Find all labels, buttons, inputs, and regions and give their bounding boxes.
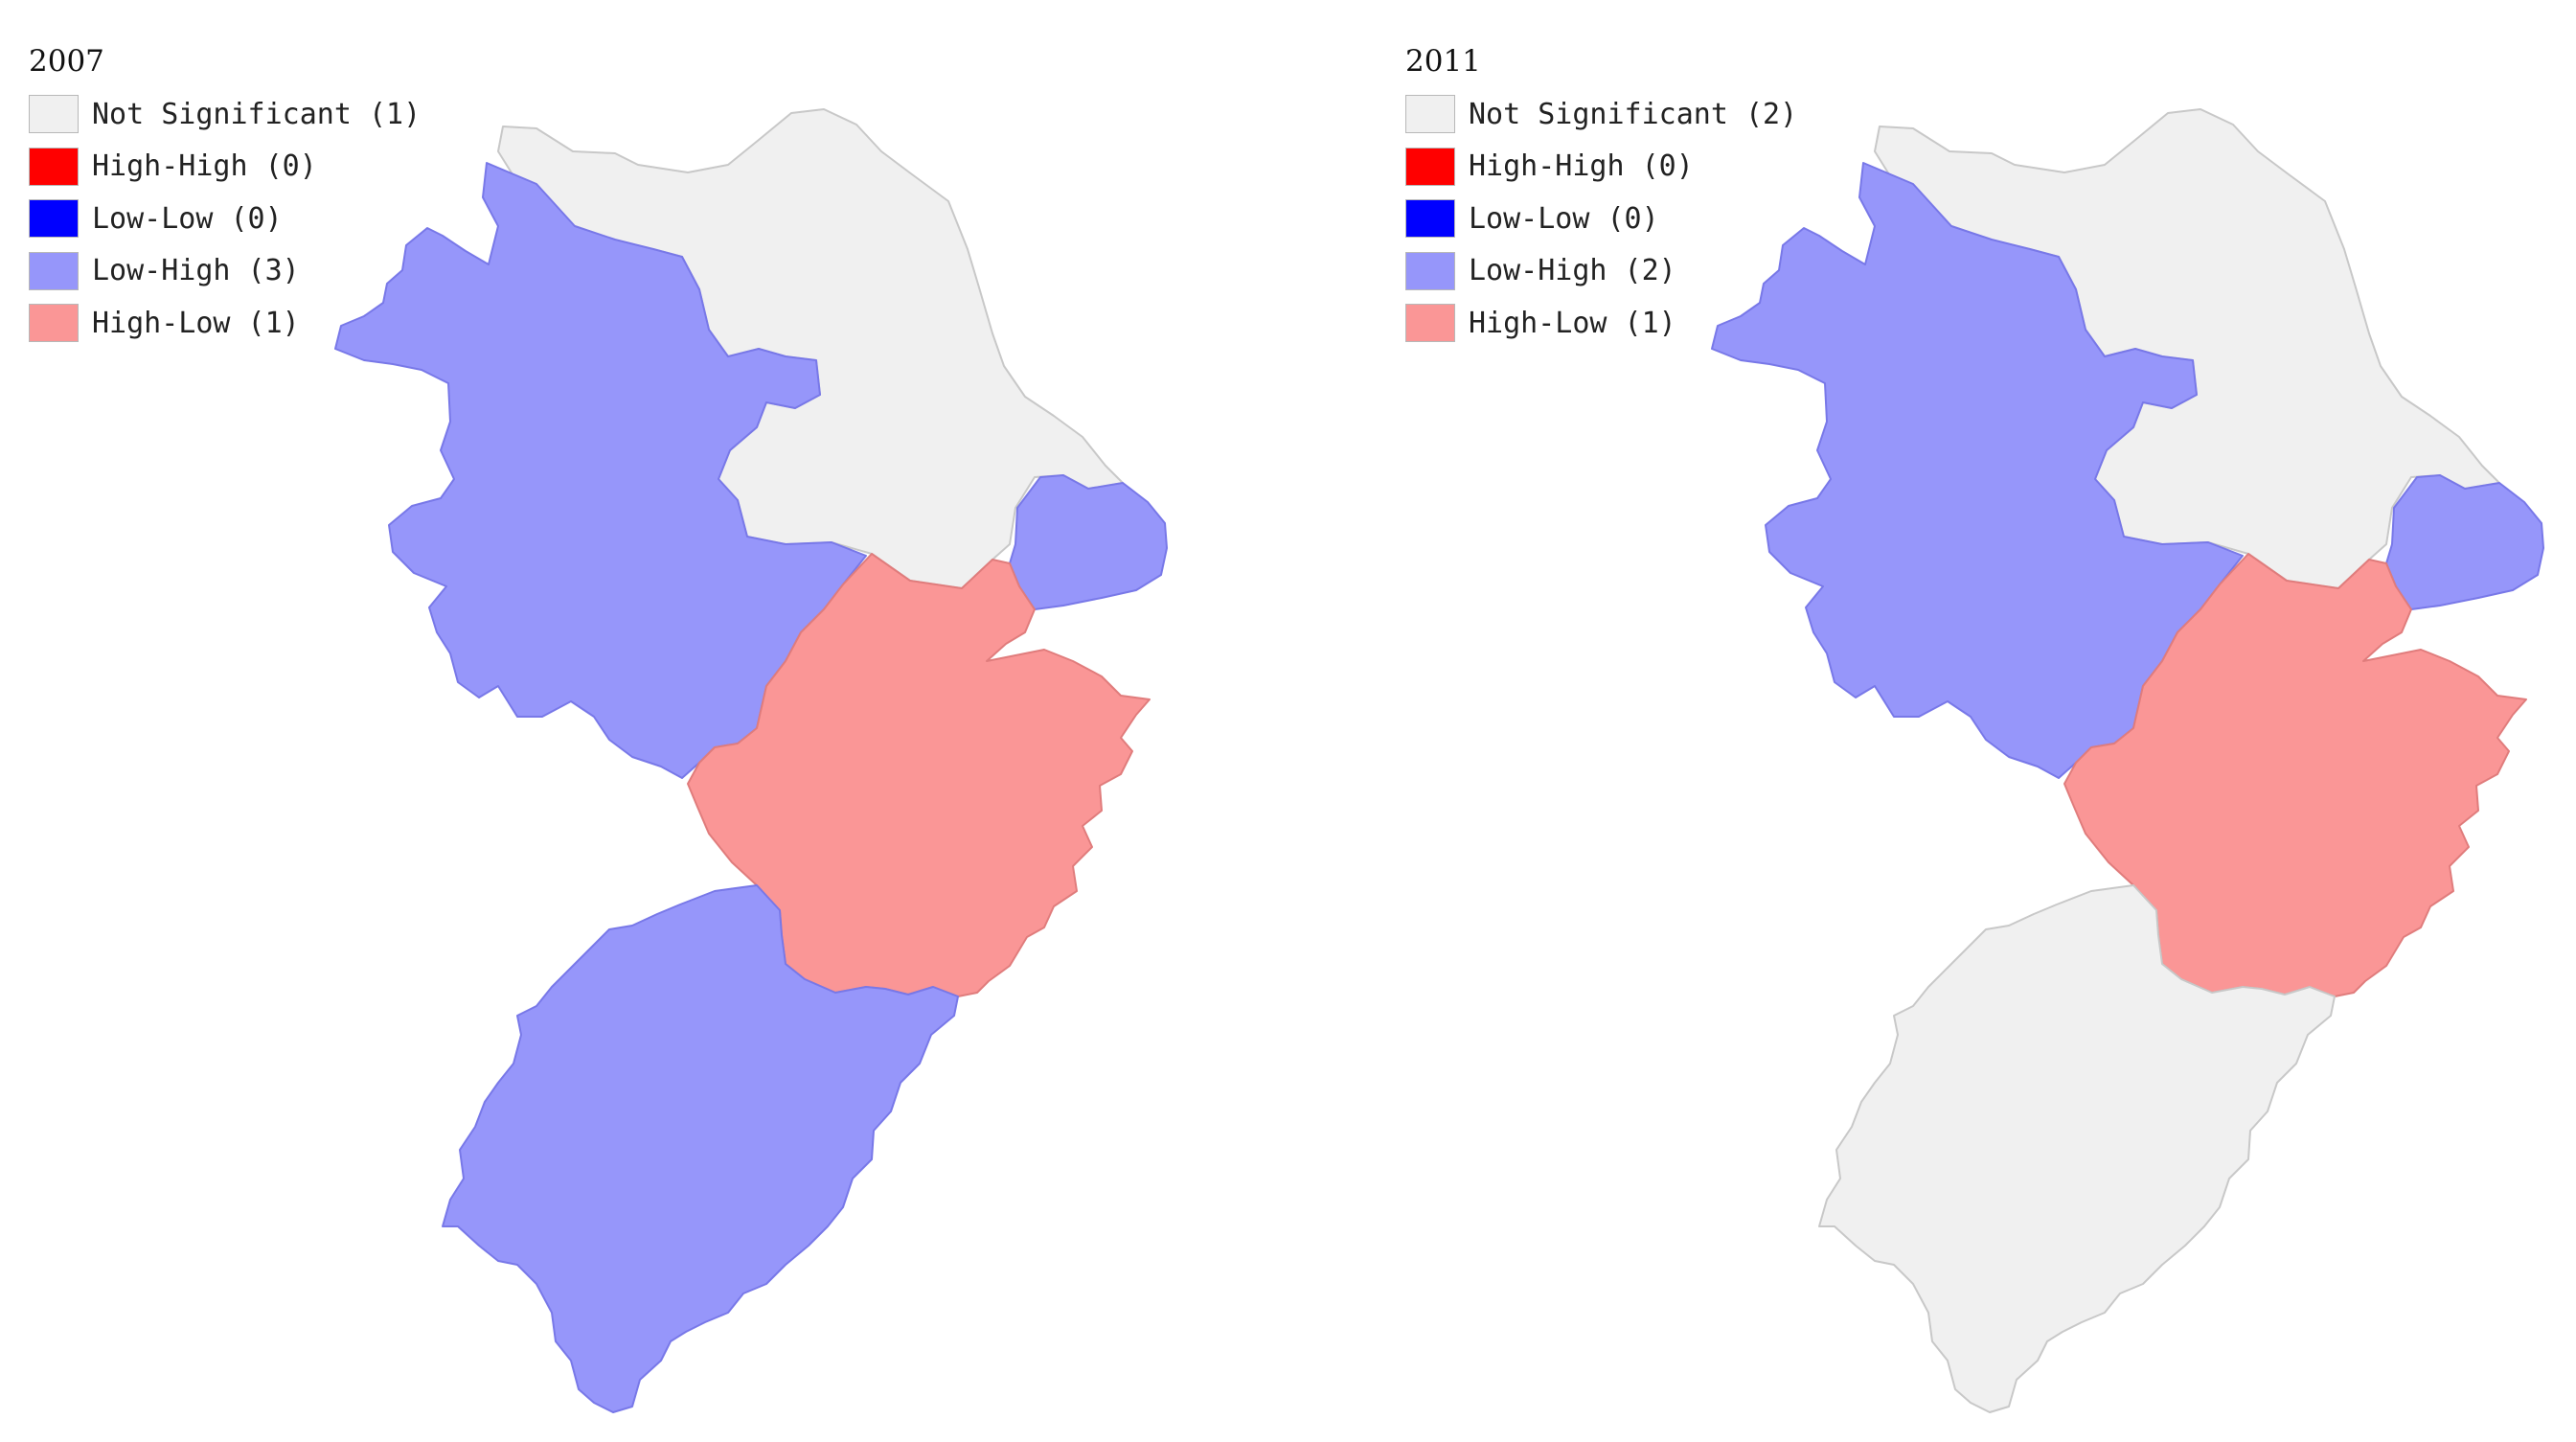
legend-swatch xyxy=(29,304,79,343)
region-south xyxy=(442,884,959,1413)
map-title: 2011 xyxy=(1405,44,1481,79)
map-title: 2007 xyxy=(29,44,104,79)
legend-label: High-High (0) xyxy=(92,149,317,184)
region-south xyxy=(1818,884,2336,1413)
map-panel-2011: 2011 Not Significant (2) High-High (0) L… xyxy=(1377,0,2576,1442)
legend: 2011 Not Significant (2) High-High (0) L… xyxy=(1405,42,1797,350)
legend-label: High-High (0) xyxy=(1469,149,1694,184)
legend-item-low-high: Low-High (2) xyxy=(1405,245,1797,298)
legend-item-high-high: High-High (0) xyxy=(1405,141,1797,194)
legend-item-low-high: Low-High (3) xyxy=(29,245,421,298)
legend-item-not-significant: Not Significant (2) xyxy=(1405,88,1797,141)
region-east xyxy=(1009,474,1168,610)
legend-swatch xyxy=(1405,147,1455,186)
map-2007 xyxy=(334,108,1168,1413)
legend-label: Low-Low (0) xyxy=(1469,201,1659,236)
legend-item-low-low: Low-Low (0) xyxy=(29,193,421,245)
region-center xyxy=(687,553,1151,997)
region-west xyxy=(334,162,867,779)
legend-label: Not Significant (1) xyxy=(92,97,422,131)
legend-swatch xyxy=(29,199,79,239)
legend-item-low-low: Low-Low (0) xyxy=(1405,193,1797,245)
legend-item-high-high: High-High (0) xyxy=(29,141,421,194)
legend-swatch xyxy=(29,147,79,186)
legend-swatch xyxy=(29,251,79,290)
map-panel-2007: 2007 Not Significant (1) High-High (0) L… xyxy=(29,42,1168,1413)
region-east xyxy=(2385,474,2544,610)
map-2011 xyxy=(1711,108,2544,1413)
region-west xyxy=(1711,162,2244,779)
legend-label: High-Low (1) xyxy=(1469,306,1676,340)
legend: 2007 Not Significant (1) High-High (0) L… xyxy=(29,42,421,350)
legend-swatch xyxy=(1405,95,1455,134)
legend-label: Not Significant (2) xyxy=(1469,97,1798,131)
legend-item-high-low: High-Low (1) xyxy=(29,297,421,350)
legend-item-high-low: High-Low (1) xyxy=(1405,297,1797,350)
legend-label: Low-High (3) xyxy=(92,254,300,288)
legend-label: Low-High (2) xyxy=(1469,254,1676,288)
legend-swatch xyxy=(29,95,79,134)
legend-label: Low-Low (0) xyxy=(92,201,283,236)
legend-swatch xyxy=(1405,304,1455,343)
legend-item-not-significant: Not Significant (1) xyxy=(29,88,421,141)
legend-label: High-Low (1) xyxy=(92,306,300,340)
legend-swatch xyxy=(1405,199,1455,239)
legend-swatch xyxy=(1405,251,1455,290)
region-center xyxy=(2063,553,2527,997)
